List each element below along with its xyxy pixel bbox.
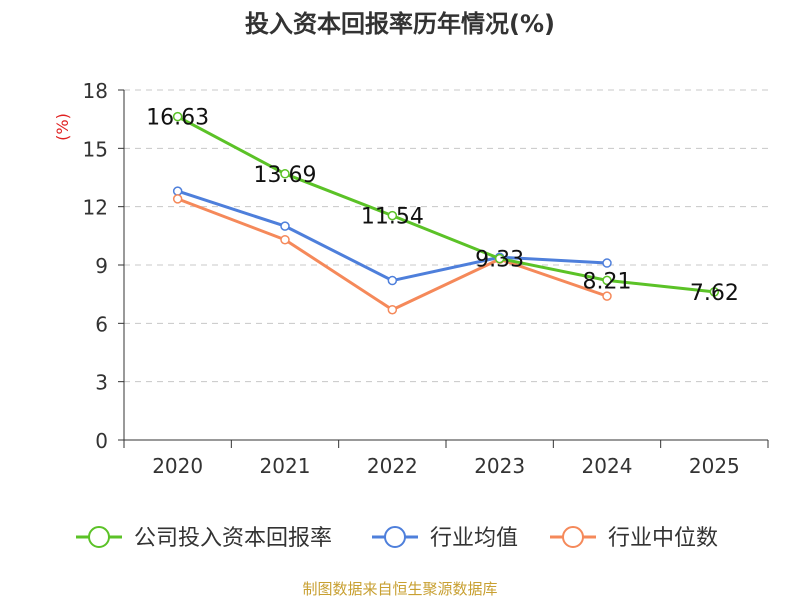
series-0-point (602, 275, 612, 286)
series-0-point (494, 253, 505, 264)
legend-label: 公司投入资本回报率 (134, 526, 332, 551)
gridlines (124, 89, 768, 383)
y-tick-label: 3 (95, 371, 108, 395)
y-tick-label: 18 (83, 79, 108, 103)
series-0-point (280, 169, 290, 179)
series-layer (172, 111, 720, 315)
y-tick-label: 6 (95, 312, 108, 336)
series-0-point (709, 287, 720, 297)
x-tick-label: 2024 (582, 454, 633, 478)
series-2-point (387, 304, 398, 315)
data-label: 7.62 (690, 281, 739, 306)
series-2-point (280, 234, 290, 245)
series-0-point (387, 210, 398, 221)
y-axis-label: (%) (53, 113, 72, 141)
data-label: 16.63 (146, 106, 209, 131)
series-1-point (280, 221, 290, 231)
series-2-point (172, 194, 183, 204)
data-label: 13.69 (254, 163, 317, 188)
y-tick-label: 12 (83, 196, 108, 220)
legend-label: 行业中位数 (608, 526, 718, 551)
x-tick-label: 2023 (474, 454, 525, 478)
y-tick-label: 15 (83, 137, 108, 161)
x-tick-label: 2020 (152, 454, 203, 478)
legend-item-2: 行业中位数 (550, 526, 718, 551)
legend: 公司投入资本回报率 行业均值 行业中位数 (76, 526, 718, 551)
y-tick-label: 0 (95, 429, 108, 453)
x-tick-label: 2025 (689, 454, 740, 478)
x-tick-label: 2022 (367, 454, 418, 478)
legend-label: 行业均值 (430, 526, 518, 551)
data-label: 8.21 (583, 269, 632, 294)
axes: 0 3 6 9 12 15 18 2020 2021 2022 2023 2024 2025 (83, 79, 769, 478)
x-tick-label: 2021 (260, 454, 311, 478)
series-2-point (602, 291, 612, 301)
series-line-0 (176, 115, 715, 294)
series-1-point (387, 275, 398, 286)
legend-swatch-marker (384, 526, 406, 548)
chart-title: 投入资本回报率历年情况(%) (245, 10, 555, 38)
legend-item-0: 公司投入资本回报率 (76, 526, 332, 551)
data-label: 11.54 (361, 205, 424, 230)
data-labels: 16.63 13.69 11.54 9.33 8.21 7.62 (146, 106, 739, 306)
series-1-point (172, 186, 183, 196)
legend-swatch-marker (562, 526, 584, 548)
legend-item-1: 行业均值 (372, 526, 518, 551)
legend-swatch-marker (88, 526, 110, 548)
data-label: 9.33 (475, 248, 524, 273)
series-1-point (602, 258, 612, 268)
y-tick-label: 9 (95, 254, 108, 278)
source-note: 制图数据来自恒生聚源数据库 (302, 580, 497, 598)
series-0-point (172, 111, 183, 122)
